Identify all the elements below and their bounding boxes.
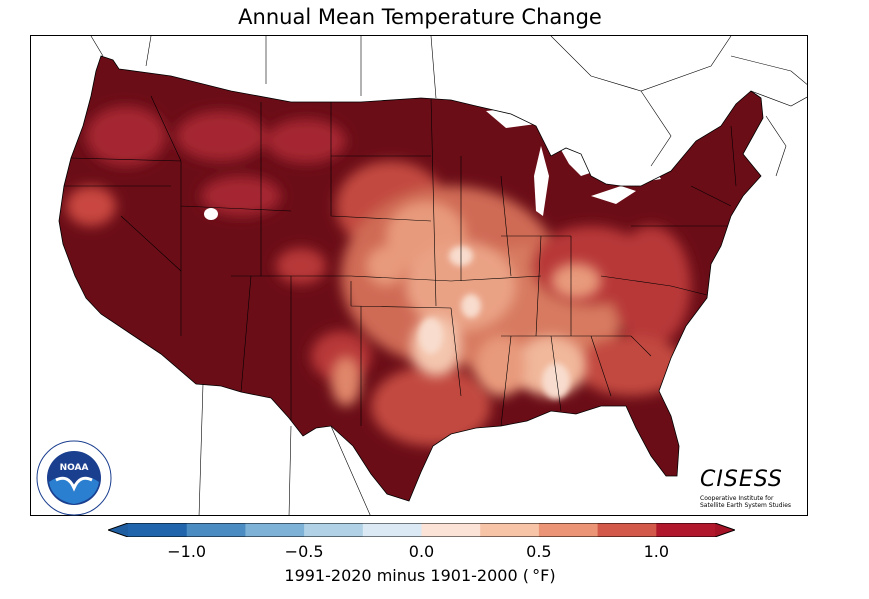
colorbar-bin: [304, 523, 364, 537]
colorbar: [108, 523, 735, 537]
neighbor-borders: [90, 36, 807, 515]
colorbar-extend-low: [108, 523, 128, 537]
mild-patches: [331, 201, 601, 406]
colorbar-bin: [362, 523, 422, 537]
map-title: Annual Mean Temperature Change: [238, 5, 602, 29]
colorbar-tick-label: 1.0: [643, 542, 670, 561]
colorbar-tick-label: −0.5: [284, 542, 324, 561]
noaa-wordmark: NOAA: [60, 463, 89, 473]
colorbar-bin: [656, 523, 716, 537]
noaa-logo: NOAA: [36, 440, 112, 516]
colorbar-tick-label: 0.5: [526, 542, 552, 561]
colorbar-bin: [186, 523, 246, 537]
map-svg: [31, 36, 807, 515]
colorbar-label: 1991-2020 minus 1901-2000 ( °F): [284, 566, 556, 585]
cool-patches: [419, 246, 570, 399]
colorbar-bin: [128, 523, 188, 537]
cisess-logo: CISESS Cooperative Institute for Satelli…: [700, 467, 805, 510]
colorbar-bin: [421, 523, 481, 537]
cisess-subtitle-1: Cooperative Institute for: [700, 495, 774, 502]
colorbar-tick-label: −1.0: [167, 542, 207, 561]
colorbar-bin: [538, 523, 599, 537]
cisess-subtitle-2: Satellite Earth System Studies: [700, 502, 792, 509]
colorbar-extend-high: [715, 523, 735, 537]
colorbar-tick-label: 0.0: [408, 542, 435, 561]
colorbar-bin: [480, 523, 540, 537]
cisess-wordmark: CISESS: [700, 467, 783, 492]
state-borders: [64, 95, 737, 427]
colorbar-bin: [245, 523, 305, 537]
colorbar-bin: [597, 523, 657, 537]
temperature-change-map: [30, 35, 808, 516]
